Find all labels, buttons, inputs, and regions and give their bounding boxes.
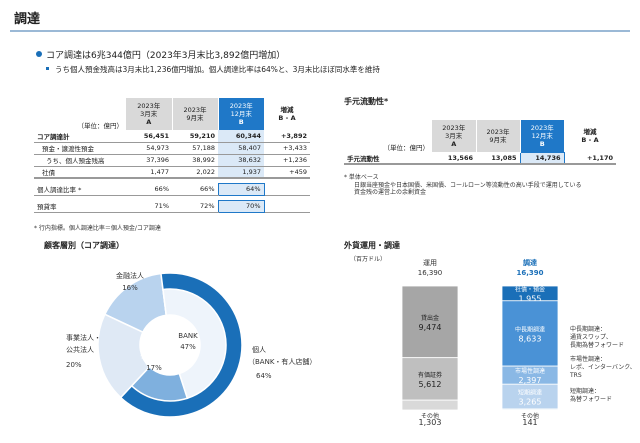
fx-right-label-3: 短期調達 — [518, 389, 542, 397]
donut-group — [97, 272, 243, 418]
fx-legend-3: 短期調達： 為替フォワード — [570, 388, 613, 403]
table-row: 預金・譲渡性預金 54,973 57,188 58,407 +3,433 — [34, 142, 310, 155]
label-branch-1: 有人店舗 — [140, 351, 168, 360]
table-row: うち、個人預金残高 37,396 38,992 38,632 +1,236 — [34, 154, 310, 167]
fx-chart: 貸出金9,474有価証券5,612その他1,303社債・預金1,955中長期調達… — [401, 285, 559, 427]
title-divider — [10, 30, 630, 32]
donut-title: 顧客層別（コア調達） — [44, 241, 124, 250]
bullet-dot-icon — [36, 51, 42, 57]
liquidity-unit: （単位：億円） — [383, 144, 430, 152]
fx-right-value-1: 8,633 — [519, 334, 542, 343]
fx-legend-1: 中長期調達： 通貨スワップ、 長期為替フォワード — [570, 326, 625, 349]
fx-bars: 貸出金9,474有価証券5,612その他1,303社債・預金1,955中長期調達… — [401, 285, 559, 427]
bullet-sub-text: うち個人預金残高は3月末比1,236億円増加。個人調達比率は64%と、3月末比ほ… — [55, 65, 380, 74]
fx-left-head: 運用 — [423, 259, 437, 267]
page-title: 調達 — [14, 12, 41, 27]
table-row: 個人調達比率 * 66% 66% 64% — [34, 182, 310, 196]
table-row: コア調達計 56,451 59,210 60,344 +3,892 — [34, 130, 310, 143]
fx-right-bar-3 — [501, 383, 559, 410]
fx-left-value-0: 9,474 — [419, 323, 442, 332]
core-col-sep: 2023年 9月末 — [172, 98, 219, 130]
liquidity-note-2: 日銀当座預金や日本国債、米国債、コールローン等流動性の高い手段で運用している — [354, 182, 582, 189]
donut-slice-2 — [97, 313, 151, 399]
bullet-main: コア調達は6兆344億円（2023年3月末比3,892億円増加） — [36, 48, 285, 61]
fx-right-label-4: その他 — [521, 412, 539, 420]
fx-legend-2: 市場性調達： レポ、インターバンク、 TRS — [570, 356, 636, 379]
table-row: 社債 1,477 2,022 1,937 +459 — [34, 166, 310, 178]
liquidity-note-3: 資金残の運営上の余剰資金 — [354, 189, 427, 196]
fx-right-bar-4 — [501, 408, 559, 411]
fx-left-value-1: 5,612 — [419, 380, 442, 389]
fx-left-bar-2 — [401, 399, 459, 411]
bullet-sub: うち個人預金残高は3月末比1,236億円増加。個人調達比率は64%と、3月末比ほ… — [46, 64, 380, 75]
fx-right-total: 16,390 — [516, 269, 544, 277]
core-col-a: 2023年 3月末 A — [126, 98, 173, 130]
fx-left-bar-0 — [401, 285, 459, 359]
core-col-diff: 増減 B - A — [278, 106, 296, 122]
bullet-square-icon — [46, 67, 49, 70]
liquidity-title: 手元流動性* — [344, 97, 389, 106]
label-individual-2: （BANK・有人店舗） — [248, 357, 316, 366]
donut-chart: 金融法人 16% 事業法人・ 公共法人 20% 個人 （BANK・有人店舗） 6… — [66, 271, 316, 418]
table-row: 預貸率 71% 72% 70% — [34, 199, 310, 213]
label-branch-2: 17% — [146, 364, 162, 372]
fx-right-value-0: 1,955 — [519, 294, 542, 303]
fx-left-label-1: 有価証券 — [418, 371, 442, 379]
label-financial-1: 金融法人 — [116, 271, 144, 280]
bullet-main-text: コア調達は6兆344億円（2023年3月末比3,892億円増加） — [46, 51, 286, 61]
label-individual-3: 64% — [256, 372, 272, 380]
liquidity-table-wrap: （単位：億円） 2023年 3月末 A 2023年 9月末 2023年 12月末 B 増減… — [344, 120, 616, 165]
label-individual-1: 個人 — [252, 345, 266, 354]
fx-right-label-1: 中長期調達 — [515, 325, 545, 333]
fx-left-label-0: 貸出金 — [421, 314, 439, 322]
core-col-b: 2023年 12月末 B — [218, 98, 264, 130]
fx-left-total: 16,390 — [417, 269, 443, 277]
table-row: 手元流動性 13,566 13,085 14,736 +1,170 — [344, 151, 616, 165]
core-funding-table-wrap: （単位：億円） 2023年 3月末 A 2023年 9月末 2023年 12月末 B 増減… — [34, 98, 310, 213]
fx-title: 外貨運用・調達 — [344, 241, 400, 250]
label-corporate-3: 20% — [66, 361, 82, 369]
fx-right-value-3: 3,265 — [519, 398, 542, 407]
donut-inner-slice-0 — [162, 288, 227, 400]
label-corporate-2: 公共法人 — [66, 345, 94, 354]
fx-unit: （百万ドル） — [350, 256, 387, 263]
liquidity-table: （単位：億円） 2023年 3月末 A 2023年 9月末 2023年 12月末 B 増減… — [344, 120, 616, 165]
core-footnote: * 行内指標。個人調達比率＝個人預金/コア調達 — [34, 225, 161, 232]
fx-right-value-2: 2,397 — [519, 376, 542, 385]
fx-right-label-2: 市場性調達 — [515, 367, 545, 375]
liquidity-note-1: * 単体ベース — [344, 174, 379, 181]
fx-right-value-4: 141 — [522, 418, 537, 427]
fx-right-bar-1 — [501, 300, 559, 367]
label-corporate-1: 事業法人・ — [66, 333, 101, 342]
label-bank-2: 47% — [180, 343, 196, 351]
fx-left-label-2: その他 — [421, 412, 439, 420]
label-bank-1: BANK — [178, 332, 198, 340]
label-financial-2: 16% — [122, 284, 138, 292]
core-funding-table: （単位：億円） 2023年 3月末 A 2023年 9月末 2023年 12月末 B 増減… — [34, 98, 310, 213]
fx-left-value-2: 1,303 — [419, 418, 442, 427]
core-unit: （単位：億円） — [77, 122, 124, 130]
fx-right-head: 調達 — [523, 259, 537, 267]
fx-right-label-0: 社債・預金 — [515, 285, 545, 293]
